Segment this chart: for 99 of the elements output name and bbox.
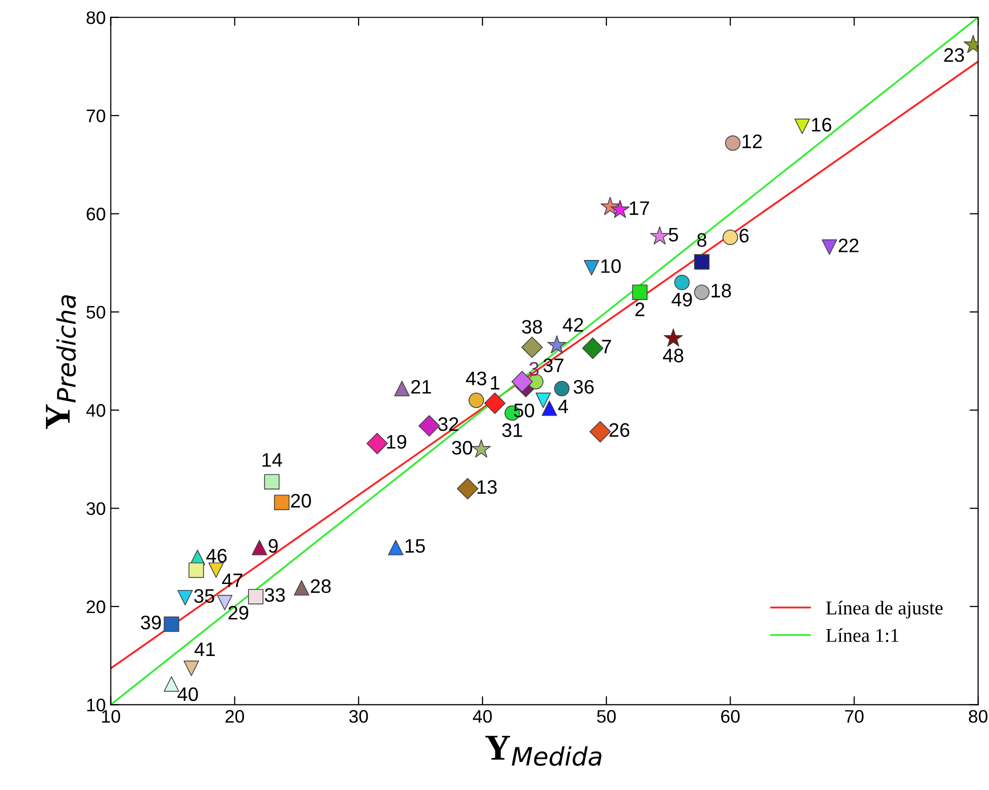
x-tick-label: 50 [597, 710, 616, 723]
series-label: 26 [610, 423, 630, 437]
point [164, 676, 180, 692]
series-label: 17 [630, 201, 650, 215]
x-tick-label: 20 [226, 710, 244, 723]
point [388, 540, 404, 556]
series-label: 9 [268, 539, 278, 553]
point [664, 328, 683, 347]
series-label: 43 [466, 372, 486, 386]
point [582, 338, 604, 359]
series-label: 13 [477, 480, 497, 494]
series-label: 30 [452, 440, 472, 455]
x-tick-label: 30 [349, 710, 368, 723]
point [484, 392, 506, 414]
point [274, 494, 290, 510]
point [264, 474, 280, 490]
legend-label: Línea 1:1 [826, 628, 898, 642]
point [794, 118, 810, 134]
series-label: 19 [386, 434, 406, 449]
point [164, 616, 180, 632]
point [188, 562, 204, 578]
point [294, 580, 310, 596]
point [536, 392, 551, 408]
series-label: 29 [228, 606, 248, 620]
series-label: 36 [574, 380, 594, 394]
series-label: 35 [194, 589, 214, 603]
legend-label: Línea de ajuste [826, 600, 943, 618]
point [521, 336, 543, 358]
point [584, 260, 600, 276]
series-label: 33 [264, 588, 285, 602]
point [589, 421, 611, 442]
point [600, 196, 620, 216]
series-label: 10 [601, 259, 621, 273]
x-tick-label: 10 [102, 710, 120, 723]
series-label: 15 [406, 539, 425, 553]
series-label: 40 [177, 687, 198, 702]
point [472, 439, 491, 458]
y-tick-label: 10 [87, 698, 106, 712]
point [252, 540, 268, 556]
y-tick-label: 60 [86, 208, 106, 220]
y-axis-title: Y$_{Predicha}$ [46, 295, 76, 430]
series-label: 16 [812, 118, 832, 132]
series-label: 32 [438, 417, 458, 432]
series-label: 8 [697, 233, 706, 247]
x-tick-label: 60 [721, 710, 740, 723]
point [456, 478, 478, 500]
point [650, 226, 670, 244]
series-label: 7 [602, 340, 611, 354]
x-tick-label: 40 [472, 710, 492, 723]
series-label: 49 [672, 292, 692, 306]
y-tick-label: 50 [86, 306, 106, 319]
series-label: 46 [206, 548, 227, 563]
x-tick-label: 70 [845, 710, 864, 723]
x-axis-title: Y$_{Medida}$ [485, 736, 602, 766]
point [722, 230, 738, 246]
point [674, 274, 690, 290]
point [366, 432, 388, 454]
point [632, 284, 648, 300]
series-label: 12 [742, 134, 762, 148]
series-label: 21 [411, 380, 431, 394]
series-label: 4 [558, 400, 568, 414]
point [694, 254, 710, 270]
series-label: 37 [543, 358, 564, 372]
series-label: 42 [562, 318, 584, 332]
point [554, 380, 570, 396]
y-tick-label: 80 [86, 11, 106, 24]
series-label: 41 [194, 642, 215, 656]
series-label: 31 [502, 423, 522, 438]
series-label: 5 [668, 228, 678, 242]
series-label: 6 [740, 228, 749, 243]
point [610, 200, 630, 218]
series-label: 1 [490, 376, 500, 390]
point [547, 335, 566, 354]
point [208, 562, 224, 578]
series-label: 48 [662, 348, 684, 362]
y-tick-label: 30 [86, 502, 106, 516]
point [542, 400, 558, 416]
point [418, 415, 440, 437]
series-label: 38 [522, 320, 542, 334]
point [694, 284, 710, 300]
point [177, 590, 193, 606]
series-label: 28 [310, 579, 331, 594]
series-label: 22 [838, 238, 858, 252]
x-tick-label: 80 [968, 710, 988, 723]
series-label: 2 [635, 302, 644, 316]
series-label: 14 [262, 453, 282, 467]
series-label: 39 [140, 616, 161, 630]
series-label: 20 [291, 494, 311, 508]
y-tick-label: 20 [86, 600, 106, 614]
point [468, 392, 484, 408]
point [184, 660, 200, 676]
series-label: 18 [712, 284, 731, 298]
y-tick-label: 70 [86, 110, 106, 122]
point [822, 239, 838, 255]
point [248, 588, 264, 604]
point [725, 135, 740, 151]
point [394, 380, 410, 396]
y-tick-label: 40 [86, 404, 106, 417]
series-label: 23 [944, 48, 964, 62]
